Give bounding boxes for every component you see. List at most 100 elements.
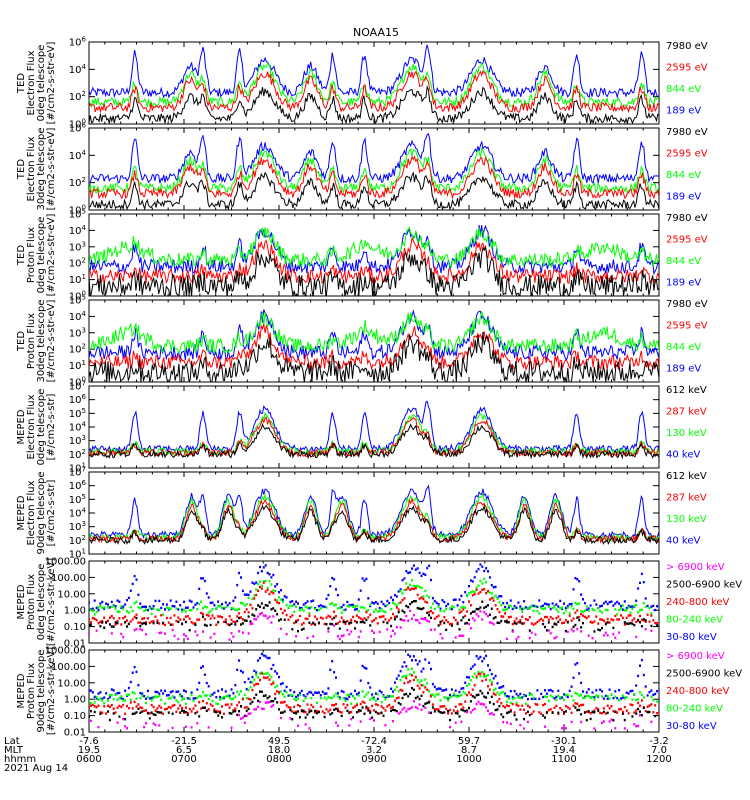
- series-point: [637, 618, 640, 622]
- series-point: [369, 613, 372, 616]
- series-point: [285, 613, 288, 617]
- y-axis-label-line: 90deg telescope: [36, 471, 47, 554]
- y-tick-exponent: 2: [82, 257, 86, 265]
- series-point: [270, 667, 273, 671]
- series-point: [563, 711, 565, 714]
- series-point: [344, 622, 347, 625]
- series-point: [563, 724, 565, 727]
- series-point: [604, 623, 607, 626]
- series-point: [652, 693, 655, 697]
- series-point: [177, 690, 180, 693]
- series-point: [253, 614, 256, 617]
- series-point: [422, 617, 425, 621]
- series-point: [211, 607, 214, 611]
- series-point: [401, 618, 404, 622]
- series-point: [122, 699, 125, 702]
- series-point: [207, 596, 210, 599]
- y-axis-label: MEPEDElectron Flux0deg telescope[#/cm2-s…: [16, 389, 57, 466]
- series-point: [650, 612, 653, 615]
- series-point: [477, 592, 480, 595]
- series-point: [217, 615, 220, 618]
- series-point: [150, 699, 153, 702]
- series-line: [89, 44, 659, 99]
- series-point: [475, 654, 478, 658]
- series-point: [401, 665, 404, 668]
- series-point: [359, 617, 362, 620]
- series-point: [350, 702, 353, 705]
- series-point: [443, 696, 446, 699]
- x-axis-row-label: MLT: [4, 745, 24, 756]
- series-point: [625, 691, 628, 694]
- series-point: [156, 608, 159, 611]
- series-point: [177, 707, 180, 710]
- series-point: [304, 617, 307, 620]
- panel-meped-proton-90deg: 0.010.101.0010.00100.001000.00MEPEDProto…: [16, 646, 742, 739]
- series-point: [196, 618, 199, 621]
- series-point: [143, 621, 146, 625]
- series-point: [257, 682, 260, 686]
- series-point: [120, 605, 123, 608]
- series-point: [483, 610, 486, 614]
- series-point: [390, 706, 393, 710]
- series-point: [190, 710, 193, 713]
- series-point: [164, 632, 166, 635]
- series-point: [302, 694, 305, 697]
- y-axis-label-line: 0deg telescope: [36, 45, 47, 122]
- series-point: [502, 720, 505, 724]
- series-point: [555, 623, 558, 626]
- series-point: [504, 620, 507, 623]
- series-point: [608, 697, 611, 700]
- series-point: [336, 695, 339, 698]
- series-point: [509, 599, 512, 602]
- series-line: [89, 224, 659, 276]
- series-point: [363, 701, 366, 705]
- series-point: [352, 603, 355, 607]
- series-point: [460, 693, 463, 697]
- series-point: [365, 667, 368, 670]
- series-point: [502, 601, 505, 605]
- legend-entry: 40 keV: [666, 536, 700, 547]
- series-point: [386, 599, 389, 603]
- x-tick-label-mlt: 6.5: [176, 745, 192, 756]
- series-point: [602, 710, 605, 714]
- series-point: [563, 712, 565, 715]
- series-point: [323, 711, 326, 715]
- series-point: [551, 617, 554, 620]
- series-point: [466, 621, 469, 625]
- series-point: [542, 622, 545, 626]
- series-point: [599, 609, 602, 613]
- series-point: [183, 608, 185, 611]
- series-point: [146, 608, 149, 612]
- series-point: [426, 601, 429, 604]
- series-point: [403, 675, 406, 678]
- series-point: [566, 695, 569, 699]
- series-point: [443, 705, 446, 708]
- series-point: [650, 629, 653, 632]
- series-point: [496, 597, 499, 600]
- series-point: [428, 690, 431, 693]
- series-point: [361, 690, 364, 693]
- y-axis-label-line: [#/cm2-s-str]: [46, 479, 57, 546]
- series-point: [481, 660, 484, 663]
- series-point: [205, 681, 208, 685]
- series-point: [509, 615, 512, 619]
- y-tick-exponent: 5: [82, 208, 86, 216]
- series-point: [644, 619, 647, 622]
- series-point: [526, 704, 529, 707]
- series-point: [116, 620, 119, 623]
- series-point: [466, 693, 469, 697]
- series-point: [202, 607, 204, 610]
- series-point: [122, 717, 125, 721]
- series-point: [542, 604, 545, 607]
- series-point: [202, 699, 204, 703]
- series-point: [545, 692, 548, 695]
- series-point: [154, 615, 157, 618]
- series-point: [450, 622, 453, 626]
- series-point: [591, 695, 594, 699]
- series-point: [287, 694, 290, 697]
- series-point: [407, 668, 410, 671]
- series-point: [652, 711, 655, 714]
- y-axis-label-line: [#/cm2-s-str-eV]: [46, 214, 57, 297]
- series-point: [316, 617, 318, 621]
